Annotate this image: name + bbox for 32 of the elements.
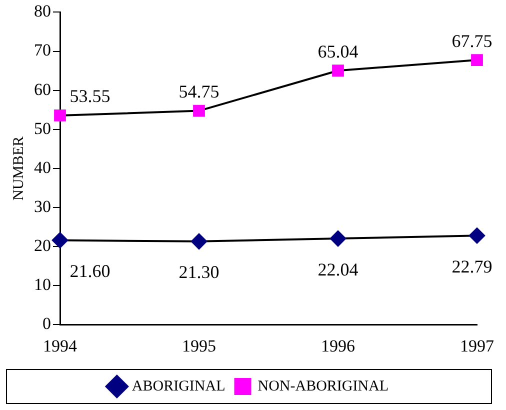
x-tick-label: 1997 (460, 336, 494, 356)
data-label: 22.04 (318, 259, 358, 280)
x-tick-label: 1995 (182, 336, 216, 356)
point (332, 64, 344, 77)
data-label: 53.55 (70, 86, 110, 106)
point (330, 230, 346, 247)
point (52, 232, 68, 248)
y-tick-label: 80 (34, 2, 51, 21)
x-tick-label: 1996 (321, 336, 355, 356)
y-axis-title: NUMBER (10, 136, 27, 200)
data-label: 21.30 (178, 262, 220, 282)
data-label: 65.04 (318, 41, 358, 62)
point (191, 233, 207, 250)
legend-label: NON-ABORIGINAL (258, 378, 389, 394)
y-tick-label: 20 (34, 236, 51, 255)
data-label: 22.79 (452, 256, 492, 276)
y-tick-label: 30 (34, 196, 51, 216)
point (54, 110, 66, 122)
data-label: 67.75 (452, 30, 492, 51)
data-label: 21.60 (70, 260, 110, 281)
legend-label: ABORIGINAL (132, 378, 226, 394)
point (471, 54, 483, 66)
x-tick-label: 1994 (43, 336, 78, 356)
y-tick-label: 50 (34, 118, 51, 138)
y-tick-label: 70 (34, 40, 51, 60)
point (469, 228, 485, 244)
point (193, 104, 205, 117)
y-tick-label: 0 (42, 314, 51, 334)
data-label: 54.75 (178, 82, 220, 102)
y-tick-label: 10 (34, 275, 51, 294)
y-tick-label: 40 (34, 158, 51, 177)
y-tick-label: 60 (34, 80, 51, 99)
